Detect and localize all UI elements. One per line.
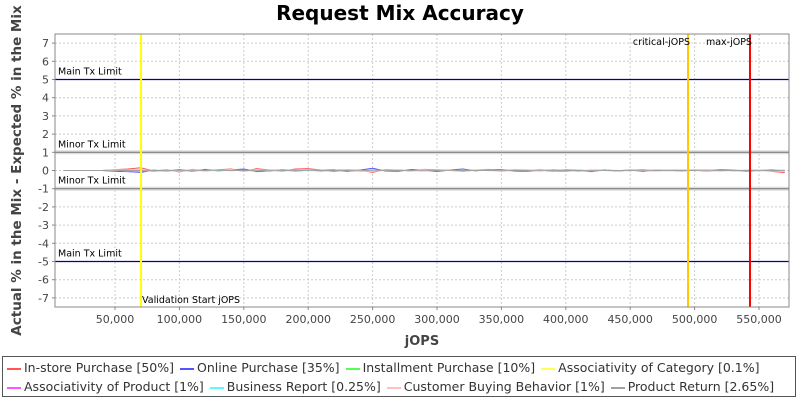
legend-swatch — [386, 386, 401, 389]
vertical-marker-label: critical-jOPS — [633, 37, 690, 48]
legend-row: In-store Purchase [50%] Online Purchase [… — [7, 360, 766, 375]
legend-swatch — [209, 386, 224, 389]
x-tick-label: 400,000 — [543, 313, 589, 326]
x-tick-label: 350,000 — [479, 313, 525, 326]
legend-swatch — [541, 367, 556, 370]
x-axis-label: jOPS — [404, 334, 439, 349]
y-tick-label: -2 — [38, 201, 49, 214]
x-tick-label: 250,000 — [350, 313, 396, 326]
legend-label: In-store Purchase [50%] — [24, 360, 174, 375]
legend-label: Business Report [0.25%] — [226, 379, 381, 394]
x-tick-label: 100,000 — [157, 313, 203, 326]
legend-swatch — [610, 386, 625, 389]
x-tick-label: 500,000 — [672, 313, 718, 326]
series-line-7 — [63, 169, 785, 172]
y-axis-label: Actual % in the Mix - Expected % in the … — [9, 5, 25, 336]
limit-label: Main Tx Limit — [58, 67, 122, 78]
y-tick-label: -1 — [38, 183, 49, 196]
legend-label: Product Return [2.65%] — [627, 379, 775, 394]
legend-item: Customer Buying Behavior [1%] — [386, 379, 605, 394]
legend-label: Installment Purchase [10%] — [362, 360, 536, 375]
y-tick-label: -6 — [38, 274, 49, 287]
legend-swatch — [179, 367, 194, 370]
y-tick-label: 4 — [42, 92, 49, 105]
y-tick-label: 3 — [42, 110, 49, 123]
chart-title: Request Mix Accuracy — [276, 1, 524, 25]
y-tick-label: -4 — [38, 237, 49, 250]
y-tick-label: -3 — [38, 219, 49, 232]
legend-item: In-store Purchase [50%] — [7, 360, 174, 375]
x-tick-label: 50,000 — [96, 313, 135, 326]
x-tick-label: 200,000 — [285, 313, 331, 326]
legend-item: Associativity of Category [0.1%] — [541, 360, 760, 375]
legend-label: Customer Buying Behavior [1%] — [403, 379, 605, 394]
x-tick-label: 300,000 — [414, 313, 460, 326]
y-tick-label: 2 — [42, 128, 49, 141]
chart-plot: Main Tx Limit Minor Tx Limit Minor Tx Limi… — [9, 5, 790, 349]
legend-item: Business Report [0.25%] — [209, 379, 381, 394]
vertical-marker-label: max-jOPS — [706, 37, 752, 48]
legend-item: Associativity of Product [1%] — [7, 379, 204, 394]
x-tick-label: 450,000 — [607, 313, 653, 326]
y-tick-label: 1 — [42, 146, 49, 159]
y-tick-label: 0 — [42, 165, 49, 178]
legend-label: Online Purchase [35%] — [196, 360, 340, 375]
legend-swatch — [7, 386, 21, 389]
limit-label: Main Tx Limit — [58, 249, 122, 260]
limit-label: Minor Tx Limit — [58, 176, 126, 187]
legend-swatch — [345, 367, 360, 370]
legend-item: Installment Purchase [10%] — [345, 360, 536, 375]
y-tick-label: 5 — [42, 74, 49, 87]
x-tick-label: 150,000 — [221, 313, 267, 326]
legend-swatch — [7, 367, 21, 370]
vertical-marker-label: Validation Start jOPS — [142, 295, 240, 306]
y-tick-label: -5 — [38, 256, 49, 269]
y-tick-label: -7 — [38, 292, 49, 305]
legend-label: Associativity of Category [0.1%] — [558, 360, 760, 375]
legend-label: Associativity of Product [1%] — [24, 379, 204, 394]
limit-label: Minor Tx Limit — [58, 139, 126, 150]
y-tick-label: 7 — [42, 37, 49, 50]
x-tick-label: 550,000 — [736, 313, 782, 326]
chart-legend: In-store Purchase [50%] Online Purchase [… — [2, 356, 796, 397]
legend-item: Product Return [2.65%] — [610, 379, 775, 394]
legend-row: Associativity of Product [1%] Business Re… — [7, 379, 780, 394]
legend-item: Online Purchase [35%] — [179, 360, 340, 375]
y-tick-label: 6 — [42, 55, 49, 68]
